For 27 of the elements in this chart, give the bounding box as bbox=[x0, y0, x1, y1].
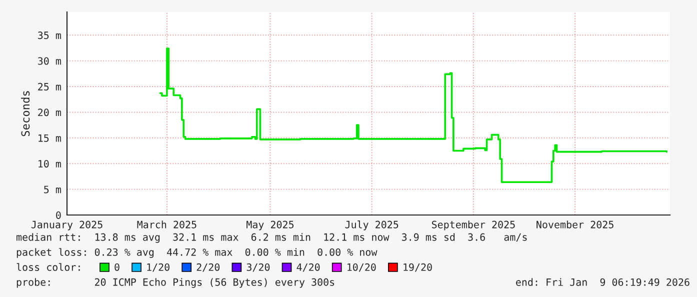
y-tick-label: 35 m bbox=[38, 32, 61, 40]
legend-label: 2/20 bbox=[196, 263, 220, 272]
x-tick-label: November 2025 bbox=[536, 220, 614, 228]
x-tick-label: January 2025 bbox=[31, 220, 102, 230]
text: end: Fri Jan 9 06:19:49 2026 bbox=[516, 278, 690, 286]
x-tick-label: July 2025 bbox=[345, 220, 398, 230]
y-tick-label: 15 m bbox=[38, 134, 61, 142]
text: median rtt: 13.8 ms avg 32.1 ms max 6.2 ms min 12.1 ms now 3.9 ms sd 3.6 am/s bbox=[16, 233, 527, 243]
x-tick-label: May 2025 bbox=[246, 220, 294, 230]
y-tick-label: 0 bbox=[56, 211, 61, 219]
y-tick-label: 20 m bbox=[38, 108, 61, 116]
x-tick-label: March 2025 bbox=[137, 220, 196, 228]
y-tick-label: 25 m bbox=[38, 82, 61, 90]
legend-label: 3/20 bbox=[246, 263, 270, 272]
y-tick-label: 10 m bbox=[38, 160, 61, 168]
y-tick-label: 5 m bbox=[44, 186, 61, 194]
legend-label: 19/20 bbox=[404, 263, 432, 272]
legend-title: loss color: bbox=[16, 263, 80, 271]
legend-label: 10/20 bbox=[348, 263, 376, 272]
y-tick-label: 30 m bbox=[38, 57, 61, 65]
x-tick-label: September 2025 bbox=[432, 220, 515, 230]
legend-label: 4/20 bbox=[296, 263, 320, 272]
legend-label: 1/20 bbox=[147, 263, 170, 272]
legend-label: 0 bbox=[114, 263, 120, 271]
text: packet loss: 0.23 % avg 44.72 % max 0.00 % min 0.00 % now bbox=[16, 248, 378, 258]
y-axis-title: Seconds bbox=[21, 91, 30, 136]
text: probe: 20 ICMP Echo Pings (56 Bytes) every 300s bbox=[16, 278, 334, 288]
